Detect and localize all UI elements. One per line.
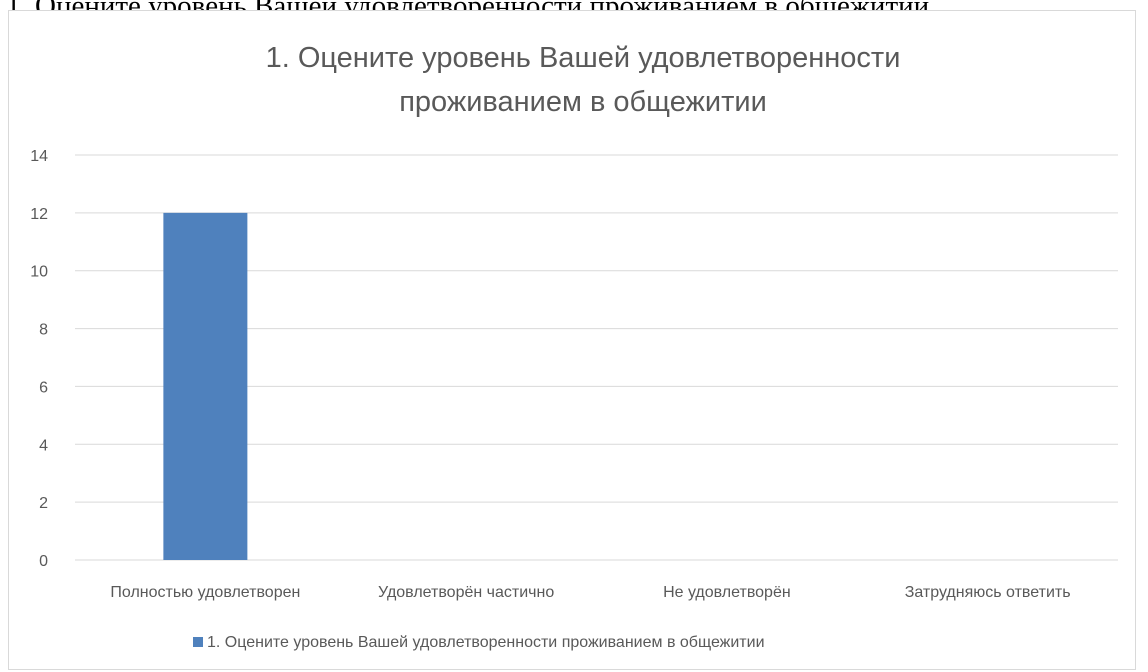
y-tick-label: 2 xyxy=(39,495,48,512)
gridlines xyxy=(75,154,1118,561)
y-tick-label: 4 xyxy=(39,437,48,454)
x-category-label: Полностью удовлетворен xyxy=(110,584,300,601)
y-tick-label: 10 xyxy=(30,264,48,281)
y-axis-ticks: 0 2 4 6 8 10 12 14 xyxy=(30,148,48,570)
x-category-label: Удовлетворён частично xyxy=(378,584,554,601)
y-tick-label: 6 xyxy=(39,379,48,396)
legend: 1. Оцените уровень Вашей удовлетвореннос… xyxy=(193,634,765,651)
bars xyxy=(163,212,248,560)
y-tick-label: 8 xyxy=(39,322,48,339)
bar xyxy=(163,212,248,560)
x-category-label: Не удовлетворён xyxy=(663,584,791,601)
y-tick-label: 14 xyxy=(30,148,48,165)
x-axis-labels: Полностью удовлетворен Удовлетворён части… xyxy=(110,584,1070,601)
chart-title-line-1: 1. Оцените уровень Вашей удовлетвореннос… xyxy=(266,42,901,74)
y-tick-label: 12 xyxy=(30,206,48,223)
x-category-label: Затрудняюсь ответить xyxy=(905,584,1071,601)
legend-swatch xyxy=(193,637,203,647)
legend-label: 1. Оцените уровень Вашей удовлетвореннос… xyxy=(207,634,765,651)
chart-title-line-2: проживанием в общежитии xyxy=(399,86,767,118)
y-tick-label: 0 xyxy=(39,553,48,570)
